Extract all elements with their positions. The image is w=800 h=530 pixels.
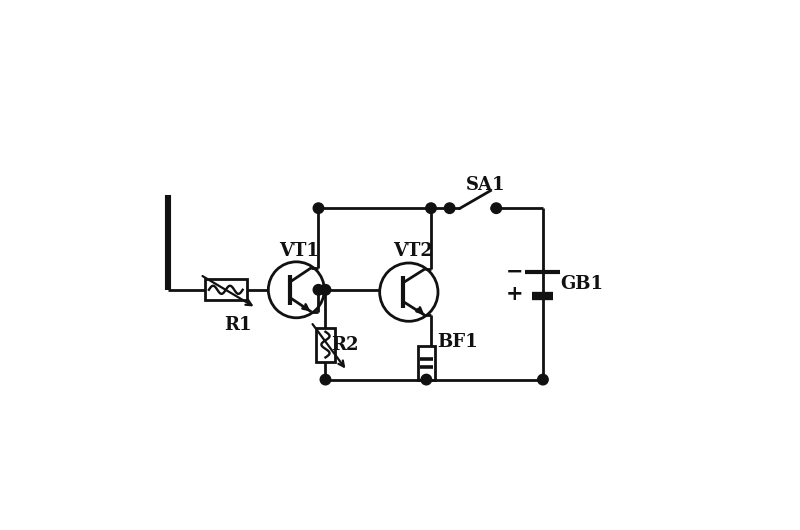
Text: R1: R1	[224, 316, 252, 334]
Circle shape	[314, 203, 324, 214]
Text: VT1: VT1	[279, 242, 319, 260]
Bar	[315, 328, 335, 361]
Text: +: +	[506, 285, 524, 304]
Circle shape	[426, 203, 436, 214]
Bar	[418, 346, 435, 379]
Circle shape	[538, 374, 548, 385]
Circle shape	[421, 374, 431, 385]
Text: BF1: BF1	[438, 333, 478, 351]
Text: SA1: SA1	[466, 176, 506, 194]
Text: VT2: VT2	[393, 242, 433, 260]
Circle shape	[320, 285, 330, 295]
Circle shape	[491, 203, 502, 214]
Circle shape	[314, 285, 324, 295]
Bar	[205, 279, 246, 301]
Text: −: −	[506, 261, 524, 281]
Text: GB1: GB1	[561, 275, 603, 293]
Circle shape	[444, 203, 455, 214]
Circle shape	[320, 374, 330, 385]
Text: R2: R2	[331, 335, 358, 354]
